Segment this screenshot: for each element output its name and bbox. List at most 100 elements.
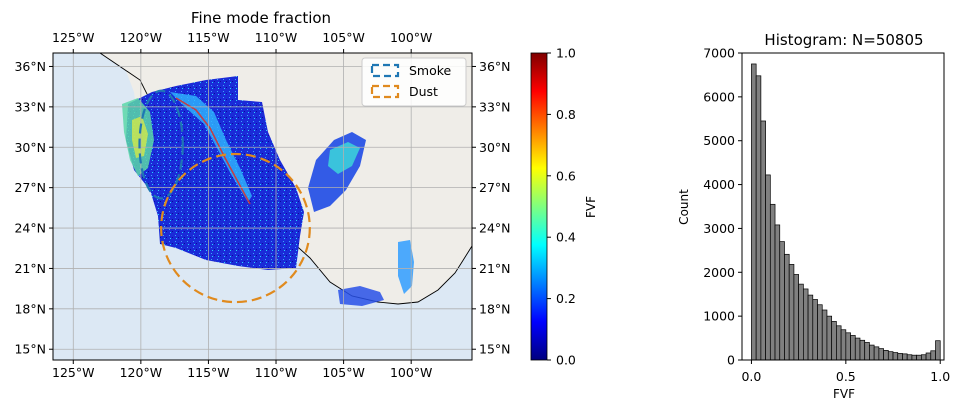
histogram-bar xyxy=(765,174,771,361)
map-panel: Fine mode fraction xyxy=(14,9,510,380)
histogram-ticks: 0.0 0.5 1.0 0 1000 2000 3000 4000 5000 6000 7000 xyxy=(703,46,950,385)
colorbar-tick-label: 1.0 xyxy=(556,46,576,61)
histogram-bar xyxy=(769,203,776,361)
map-lon-label-bottom: 125°W xyxy=(52,365,94,380)
histogram-bar xyxy=(897,353,903,361)
colorbar-ticks: 0.0 0.2 0.4 0.6 0.8 1.0 xyxy=(547,46,576,368)
map-lat-label-left: 15°N xyxy=(14,342,46,357)
map-lat-label-right: 33°N xyxy=(479,99,511,114)
map-ticks: 125°W 125°W 120°W 120°W 115°W 115°W 110°W 110°W… xyxy=(14,30,510,380)
histogram-y-tick-label: 2000 xyxy=(703,265,735,280)
map-lat-label-left: 24°N xyxy=(14,221,46,236)
histogram-bar xyxy=(803,288,809,361)
swath-gulf-streak xyxy=(170,92,252,202)
histogram-bar xyxy=(755,75,762,361)
histogram-bar xyxy=(784,253,790,361)
smoke-ellipse xyxy=(138,89,184,200)
histogram-y-tick-label: 4000 xyxy=(703,177,735,192)
histogram-y-tick-label: 3000 xyxy=(703,221,735,236)
map-title: Fine mode fraction xyxy=(191,9,331,27)
histogram-bar xyxy=(836,325,842,361)
histogram-frame xyxy=(741,52,945,361)
colorbar-label: FVF xyxy=(584,196,598,218)
histogram-bar xyxy=(845,332,851,361)
histogram-bar xyxy=(854,337,861,361)
legend-smoke-label: Smoke xyxy=(409,63,452,78)
histogram-bar xyxy=(887,351,894,361)
map-lon-label-top: 125°W xyxy=(52,30,94,45)
colorbar-tick-label: 0.2 xyxy=(556,291,576,306)
histogram-bars xyxy=(751,63,941,361)
histogram-y-tick-label: 5000 xyxy=(703,133,735,148)
map-lat-label-right: 15°N xyxy=(479,342,511,357)
map-lat-label-left: 30°N xyxy=(14,140,46,155)
histogram-bar xyxy=(920,354,927,361)
map-annotation-ellipses xyxy=(138,89,311,304)
histogram-panel: Histogram: N=50805 0.0 0.5 1.0 0 1000 2000 300… xyxy=(677,31,950,401)
swath-red-streak xyxy=(175,97,251,205)
map-lat-label-right: 21°N xyxy=(479,261,511,276)
map-lon-label-bottom: 120°W xyxy=(120,365,162,380)
dust-ellipse xyxy=(160,152,311,304)
histogram-y-tick-label: 0 xyxy=(727,353,735,368)
histogram-y-tick-label: 1000 xyxy=(703,309,735,324)
histogram-bar xyxy=(916,354,922,361)
map-lon-label-top: 105°W xyxy=(322,30,364,45)
histogram-bar xyxy=(873,346,880,361)
map-lon-label-bottom: 100°W xyxy=(390,365,432,380)
colorbar-gradient xyxy=(530,52,548,361)
histogram-bar xyxy=(935,340,941,361)
map-frame xyxy=(52,52,473,361)
colorbar: 0.0 0.2 0.4 0.6 0.8 1.0 FVF xyxy=(530,46,598,368)
map-lat-label-right: 24°N xyxy=(479,221,511,236)
histogram-bar xyxy=(760,120,766,361)
map-lon-label-top: 120°W xyxy=(120,30,162,45)
histogram-bar xyxy=(930,350,936,361)
map-legend: Smoke Dust xyxy=(361,57,467,107)
legend-dust-label: Dust xyxy=(409,84,438,99)
legend-dust-swatch xyxy=(370,84,400,99)
colorbar-tick-label: 0.6 xyxy=(556,168,576,183)
histogram-bar xyxy=(807,294,814,361)
map-lon-label-top: 110°W xyxy=(255,30,297,45)
map-lon-label-top: 115°W xyxy=(187,30,229,45)
map-lat-label-right: 18°N xyxy=(479,301,511,316)
map-lat-label-right: 36°N xyxy=(479,59,511,74)
histogram-bar xyxy=(883,350,889,361)
map-lat-label-left: 21°N xyxy=(14,261,46,276)
histogram-title: Histogram: N=50805 xyxy=(764,31,923,49)
histogram-bar xyxy=(821,309,828,361)
histogram-bar xyxy=(892,352,899,361)
map-lat-label-right: 27°N xyxy=(479,180,511,195)
map-lat-label-right: 30°N xyxy=(479,140,511,155)
histogram-bar xyxy=(779,241,785,361)
legend-smoke-swatch xyxy=(370,63,400,78)
histogram-bar xyxy=(798,283,804,361)
map-gridlines xyxy=(53,53,472,360)
fvf-data-swath xyxy=(122,76,414,306)
histogram-bar xyxy=(774,224,781,361)
map-lat-label-left: 18°N xyxy=(14,301,46,316)
map-lat-label-left: 27°N xyxy=(14,180,46,195)
histogram-bar xyxy=(911,354,917,361)
legend-frame xyxy=(361,57,467,107)
histogram-bar xyxy=(788,264,795,361)
swath-south-patch xyxy=(338,286,384,306)
swath-main xyxy=(126,76,304,270)
map-lon-label-bottom: 115°W xyxy=(187,365,229,380)
colorbar-tick-label: 0.4 xyxy=(556,230,576,245)
histogram-y-tick-label: 7000 xyxy=(703,46,735,61)
map-lat-label-left: 33°N xyxy=(14,99,46,114)
histogram-xlabel: FVF xyxy=(833,387,855,401)
histogram-bar xyxy=(751,63,757,361)
histogram-ylabel: Count xyxy=(677,189,691,225)
histogram-bar xyxy=(826,315,833,361)
histogram-bar xyxy=(812,299,818,361)
histogram-bar xyxy=(859,339,866,361)
histogram-bar xyxy=(793,274,799,361)
histogram-bar xyxy=(817,304,823,361)
histogram-x-tick-label: 0.0 xyxy=(741,369,761,384)
histogram-bar xyxy=(902,353,908,361)
histogram-bar xyxy=(864,342,870,361)
